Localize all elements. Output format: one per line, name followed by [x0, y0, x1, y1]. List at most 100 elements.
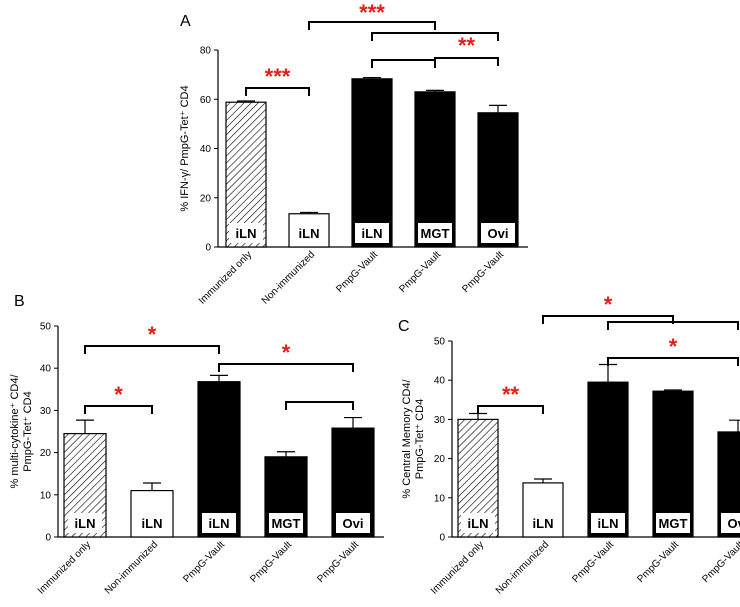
- y-tick-label: 40: [434, 376, 446, 387]
- significance-bracket: [84, 405, 153, 414]
- bar-label-box: [461, 513, 495, 533]
- bar-label: Ovi: [488, 226, 509, 241]
- significance-bracket: [607, 321, 739, 330]
- category-label: PmpG-Vault: [570, 539, 616, 585]
- bar-label-box: [481, 223, 515, 243]
- bar-label: Ovi: [343, 516, 364, 531]
- category-label: Non-immunized: [494, 539, 551, 596]
- y-tick-label: 30: [434, 415, 446, 426]
- y-tick-label: 50: [434, 337, 446, 348]
- category-label: PmpG-Vault: [397, 249, 443, 295]
- y-tick-label: 40: [40, 364, 52, 375]
- bar-label: MGT: [659, 516, 688, 531]
- significance-bracket: [542, 315, 674, 324]
- significance-stars: *: [604, 292, 613, 317]
- panel-c-chart: C 0 10 20 30 40 50 % Central Memory CD4/PmpG-Te…: [398, 292, 740, 597]
- bar-label-box: [721, 513, 740, 533]
- y-axis-label-line: PmpG-Tet⁺ CD4: [414, 399, 426, 479]
- bar-label-box: [525, 512, 561, 534]
- significance-stars: *: [114, 382, 123, 407]
- y-tick-label: 20: [434, 454, 446, 465]
- category-label: Immunized only: [36, 539, 93, 596]
- y-axis-label-line: PmpG-Tet⁺ CD4: [22, 391, 34, 471]
- significance-bracket: [245, 87, 310, 96]
- y-tick-label: 0: [205, 243, 211, 254]
- significance-bracket: [308, 21, 436, 30]
- panel-label: B: [14, 293, 25, 310]
- category-label: PmpG-Vault: [635, 539, 681, 585]
- category-label: PmpG-Vault: [460, 249, 506, 295]
- significance-bracket: [371, 59, 436, 68]
- y-tick-label: 10: [434, 493, 446, 504]
- y-tick-label: 0: [45, 533, 51, 544]
- significance-stars: *: [669, 334, 678, 359]
- bar-label-box: [418, 223, 452, 243]
- bar-label-box: [336, 513, 370, 533]
- y-axis-label-line: % multi-cytokine⁺ CD4/: [9, 374, 21, 489]
- bar: [414, 91, 456, 248]
- y-tick-label: 60: [200, 95, 212, 106]
- panel-a-chart: A 0 20 40 60 80 % IFN-γ/ PmpG-Tet⁺ CD4 iLN Immun…: [179, 0, 528, 307]
- bar-label-box: [291, 222, 327, 244]
- significance-bracket: [434, 57, 499, 66]
- y-tick-label: 50: [40, 322, 52, 333]
- y-tick-label: 20: [200, 193, 212, 204]
- bar-label-box: [591, 513, 625, 533]
- bar-label: iLN: [299, 226, 320, 241]
- significance-bracket: [371, 32, 499, 41]
- bar-label: Ovi: [728, 516, 740, 531]
- bar-label-box: [202, 513, 236, 533]
- category-label: PmpG-Vault: [700, 539, 740, 585]
- bar-label: MGT: [272, 516, 301, 531]
- significance-stars: ***: [265, 64, 291, 89]
- bar-label-box: [134, 512, 170, 534]
- bar-label: iLN: [142, 516, 163, 531]
- bar-label-box: [68, 513, 102, 533]
- category-label: Immunized only: [429, 539, 486, 596]
- category-label: Non-immunized: [260, 249, 317, 306]
- y-tick-label: 10: [40, 490, 52, 501]
- significance-stars: *: [282, 340, 291, 365]
- y-axis-label: % multi-cytokine⁺ CD4/PmpG-Tet⁺ CD4: [9, 374, 34, 489]
- category-label: PmpG-Vault: [315, 539, 361, 585]
- y-axis-label: % IFN-γ/ PmpG-Tet⁺ CD4: [179, 85, 191, 211]
- bar-label: iLN: [468, 516, 489, 531]
- bar-label: MGT: [421, 226, 450, 241]
- bar-label-box: [355, 223, 389, 243]
- bar: [197, 381, 241, 538]
- significance-stars: *: [148, 322, 157, 347]
- panel-b-chart: B 0 10 20 30 40 50 % multi-cytokine⁺ CD4/PmpG-T…: [9, 293, 384, 597]
- category-label: PmpG-Vault: [248, 539, 294, 585]
- bar-label: iLN: [533, 516, 554, 531]
- bar-label: iLN: [236, 226, 257, 241]
- y-axis-label-line: % Central Memory CD4/: [401, 378, 413, 498]
- bar-label: iLN: [362, 226, 383, 241]
- y-tick-label: 0: [439, 533, 445, 544]
- bar-label: iLN: [598, 516, 619, 531]
- y-tick-label: 80: [200, 46, 212, 57]
- bar-label-box: [656, 513, 690, 533]
- y-tick-label: 20: [40, 448, 52, 459]
- bar-label: iLN: [209, 516, 230, 531]
- panel-label: A: [180, 13, 191, 30]
- category-label: Non-immunized: [103, 539, 160, 596]
- significance-bracket: [285, 401, 354, 410]
- category-label: Immunized only: [197, 249, 254, 306]
- bar: [225, 101, 267, 248]
- bar-label-box: [229, 223, 263, 243]
- significance-bracket: [477, 405, 544, 414]
- significance-bracket: [218, 363, 354, 372]
- y-tick-label: 40: [200, 144, 212, 155]
- category-label: PmpG-Vault: [334, 249, 380, 295]
- bar-label: iLN: [75, 516, 96, 531]
- bar: [351, 78, 393, 248]
- significance-stars: **: [458, 33, 476, 58]
- significance-bracket: [607, 357, 739, 366]
- significance-stars: ***: [359, 0, 385, 25]
- panel-label: C: [398, 318, 410, 335]
- y-axis-label: % Central Memory CD4/PmpG-Tet⁺ CD4: [401, 378, 426, 498]
- significance-bracket: [84, 345, 220, 354]
- significance-stars: **: [502, 382, 520, 407]
- bar-label-box: [269, 513, 303, 533]
